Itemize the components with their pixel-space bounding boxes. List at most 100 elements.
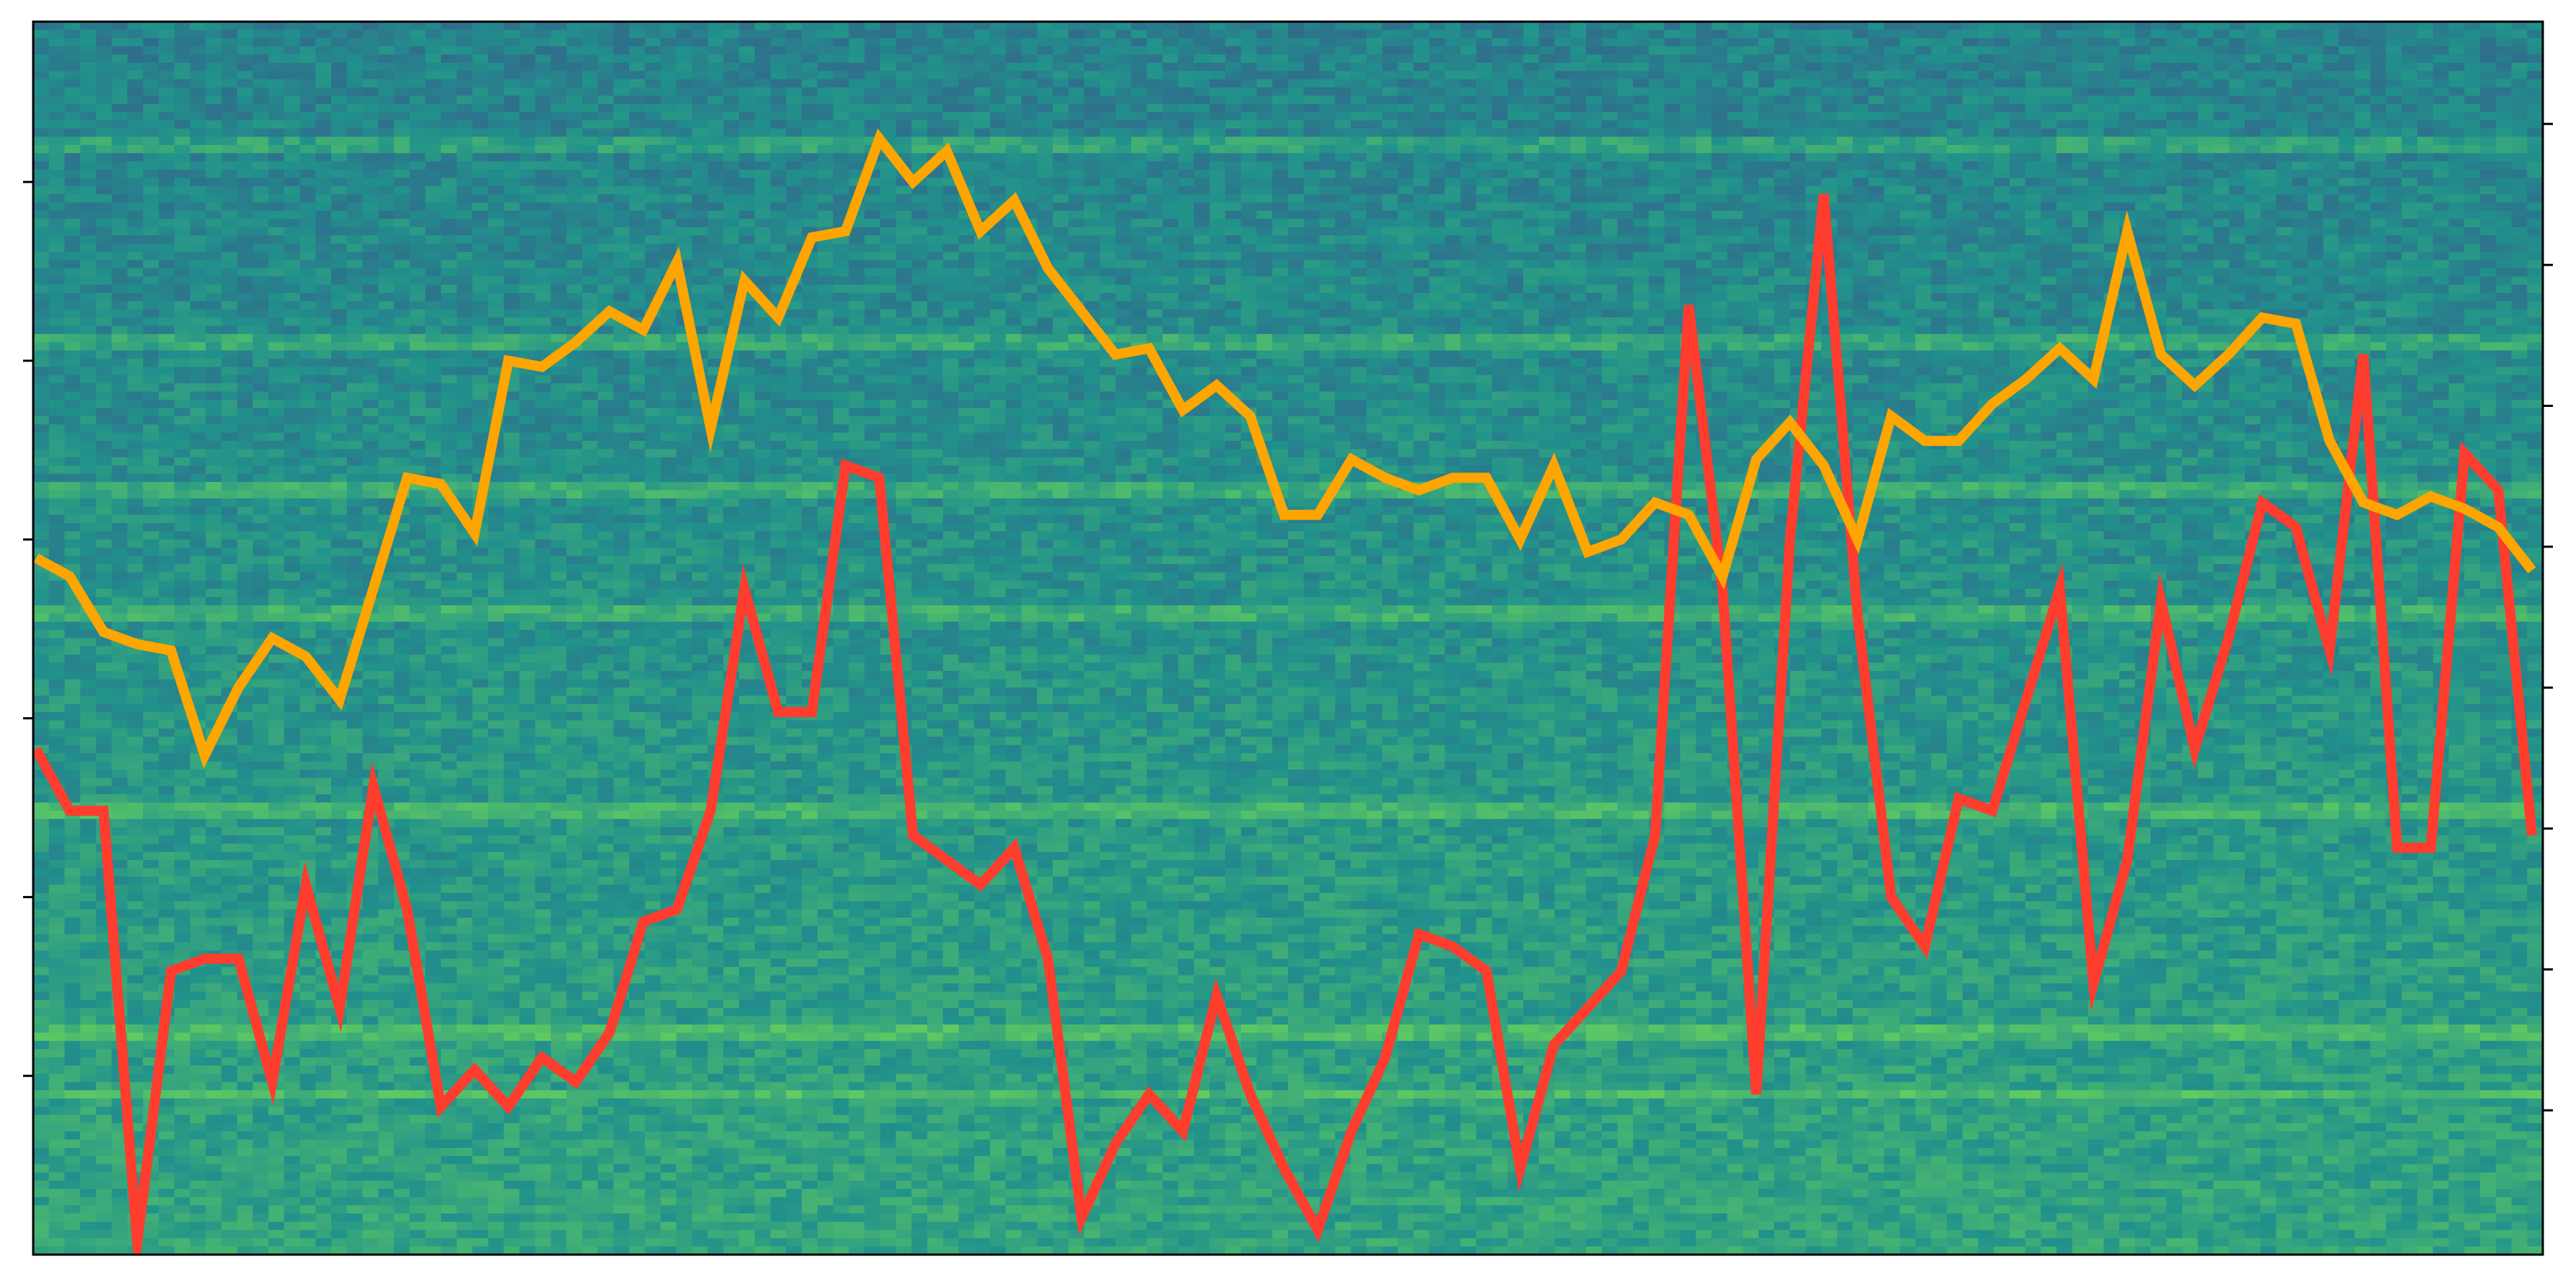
heatmap-cell	[331, 1206, 347, 1214]
heatmap-cell	[253, 770, 268, 778]
heatmap-cell	[222, 646, 237, 655]
heatmap-cell	[504, 869, 520, 877]
heatmap-cell	[347, 449, 363, 457]
heatmap-cell	[96, 310, 112, 318]
heatmap-cell	[268, 30, 284, 38]
heatmap-cell	[473, 1214, 489, 1222]
heatmap-cell	[112, 811, 128, 820]
heatmap-cell	[457, 1139, 473, 1148]
heatmap-cell	[112, 104, 128, 113]
heatmap-cell	[96, 1074, 112, 1082]
heatmap-cell	[425, 548, 441, 556]
heatmap-cell	[222, 310, 237, 318]
heatmap-cell	[190, 523, 206, 532]
heatmap-cell	[80, 367, 96, 376]
heatmap-cell	[347, 211, 363, 219]
heatmap-cell	[222, 1024, 237, 1033]
heatmap-cell	[362, 260, 378, 268]
heatmap-cell	[112, 317, 128, 326]
heatmap-cell	[378, 983, 394, 992]
heatmap-cell	[49, 695, 65, 704]
heatmap-cell	[206, 285, 222, 294]
heatmap-cell	[315, 828, 331, 836]
heatmap-cell	[378, 646, 394, 655]
heatmap-cell	[425, 285, 441, 294]
heatmap-cell	[175, 540, 190, 548]
heatmap-cell	[410, 186, 426, 195]
heatmap-cell	[80, 482, 96, 491]
heatmap-cell	[441, 1172, 457, 1181]
heatmap-cell	[253, 260, 268, 268]
heatmap-cell	[441, 177, 457, 186]
heatmap-cell	[315, 1090, 331, 1099]
heatmap-cell	[362, 1049, 378, 1058]
heatmap-cell	[143, 211, 159, 219]
heatmap-cell	[378, 153, 394, 162]
heatmap-cell	[457, 1008, 473, 1017]
heatmap-cell	[143, 663, 159, 672]
heatmap-cell	[206, 843, 222, 852]
heatmap-cell	[473, 704, 489, 713]
heatmap-cell	[222, 203, 237, 211]
heatmap-cell	[473, 285, 489, 294]
heatmap-cell	[425, 1164, 441, 1173]
heatmap-cell	[362, 540, 378, 548]
heatmap-cell	[551, 194, 566, 203]
heatmap-cell	[441, 613, 457, 622]
heatmap-cell	[222, 87, 237, 96]
heatmap-cell	[441, 408, 457, 416]
heatmap-cell	[253, 268, 268, 277]
heatmap-cell	[49, 465, 65, 474]
heatmap-cell	[96, 712, 112, 721]
heatmap-cell	[49, 926, 65, 934]
heatmap-cell	[222, 499, 237, 507]
heatmap-cell	[190, 177, 206, 186]
heatmap-cell	[49, 852, 65, 861]
heatmap-cell	[127, 622, 143, 631]
heatmap-cell	[441, 1156, 457, 1164]
heatmap-cell	[112, 1156, 128, 1164]
heatmap-cell	[457, 794, 473, 803]
heatmap-cell	[127, 720, 143, 729]
heatmap-cell	[315, 1180, 331, 1189]
heatmap-cell	[362, 96, 378, 105]
heatmap-cell	[64, 137, 80, 146]
heatmap-cell	[425, 177, 441, 186]
heatmap-cell	[441, 383, 457, 392]
heatmap-cell	[331, 819, 347, 828]
heatmap-cell	[410, 1099, 426, 1107]
heatmap-cell	[347, 1090, 363, 1099]
heatmap-cell	[378, 194, 394, 203]
heatmap-cell	[394, 1041, 410, 1050]
heatmap-cell	[315, 1032, 331, 1041]
heatmap-cell	[535, 663, 551, 672]
heatmap-cell	[49, 301, 65, 310]
heatmap-cell	[237, 235, 253, 244]
heatmap-cell	[535, 408, 551, 416]
heatmap-cell	[457, 112, 473, 120]
heatmap-cell	[268, 359, 284, 367]
heatmap-cell	[315, 654, 331, 663]
heatmap-cell	[394, 293, 410, 302]
heatmap-cell	[112, 408, 128, 416]
heatmap-cell	[190, 786, 206, 795]
heatmap-cell	[175, 1131, 190, 1140]
heatmap-cell	[143, 737, 159, 745]
heatmap-cell	[253, 835, 268, 844]
heatmap-cell	[425, 137, 441, 146]
heatmap-cell	[535, 170, 551, 178]
heatmap-cell	[33, 688, 49, 696]
heatmap-cell	[394, 622, 410, 631]
heatmap-cell	[394, 630, 410, 638]
heatmap-cell	[331, 1123, 347, 1132]
heatmap-cell	[331, 926, 347, 934]
heatmap-cell	[159, 564, 175, 573]
heatmap-cell	[300, 63, 316, 71]
heatmap-cell	[457, 975, 473, 984]
heatmap-cell	[253, 548, 268, 556]
heatmap-cell	[127, 942, 143, 951]
heatmap-cell	[504, 778, 520, 786]
heatmap-cell	[331, 96, 347, 105]
heatmap-cell	[222, 909, 237, 918]
heatmap-cell	[143, 301, 159, 310]
